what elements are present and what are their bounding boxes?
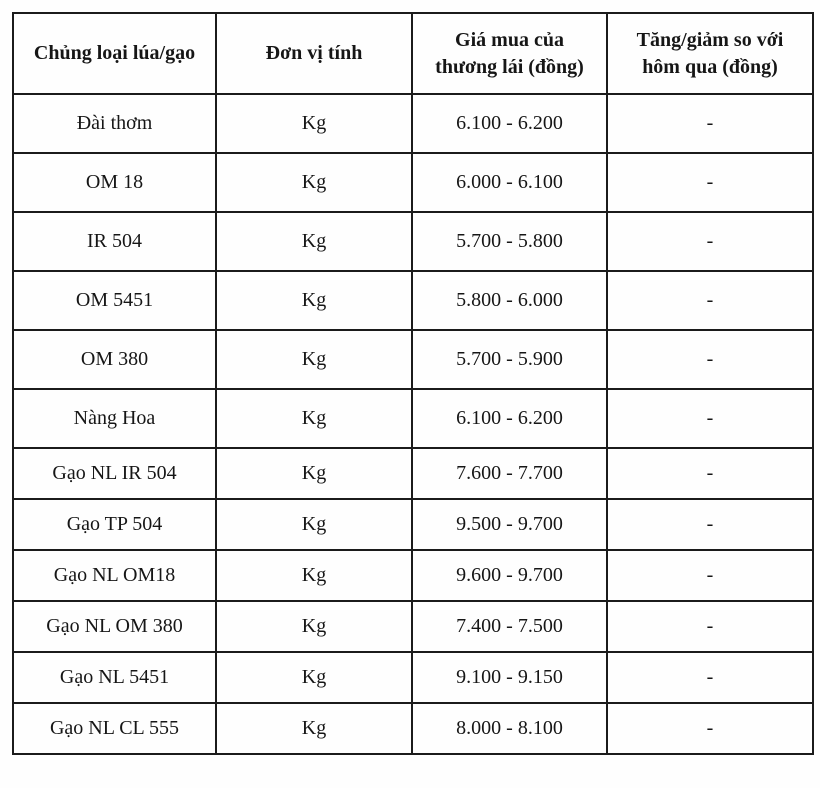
cell-unit: Kg [215, 211, 413, 272]
cell-price-change: - [606, 329, 814, 390]
cell-price-change: - [606, 388, 814, 449]
cell-rice-type: IR 504 [12, 211, 217, 272]
cell-unit: Kg [215, 388, 413, 449]
cell-rice-type: Nàng Hoa [12, 388, 217, 449]
header-row: Chủng loại lúa/gạo Đơn vị tính Giá mua c… [12, 12, 814, 95]
column-header-price: Giá mua của thương lái (đồng) [411, 12, 608, 95]
cell-price-change: - [606, 447, 814, 500]
table-body: Đài thơm Kg 6.100 - 6.200 - OM 18 Kg 6.0… [12, 93, 814, 755]
table-row: Nàng Hoa Kg 6.100 - 6.200 - [12, 388, 814, 449]
cell-rice-type: Gạo NL CL 555 [12, 702, 217, 755]
cell-price-range: 5.700 - 5.900 [411, 329, 608, 390]
column-header-change: Tăng/giảm so với hôm qua (đồng) [606, 12, 814, 95]
cell-unit: Kg [215, 270, 413, 331]
cell-rice-type: Đài thơm [12, 93, 217, 154]
cell-unit: Kg [215, 549, 413, 602]
cell-price-change: - [606, 270, 814, 331]
cell-price-range: 8.000 - 8.100 [411, 702, 608, 755]
cell-unit: Kg [215, 447, 413, 500]
cell-rice-type: OM 5451 [12, 270, 217, 331]
column-header-unit: Đơn vị tính [215, 12, 413, 95]
cell-price-change: - [606, 93, 814, 154]
cell-unit: Kg [215, 600, 413, 653]
cell-price-range: 6.100 - 6.200 [411, 388, 608, 449]
cell-rice-type: Gạo NL 5451 [12, 651, 217, 704]
table-row: Gạo NL OM 380 Kg 7.400 - 7.500 - [12, 600, 814, 653]
cell-unit: Kg [215, 152, 413, 213]
cell-price-change: - [606, 152, 814, 213]
cell-price-range: 6.100 - 6.200 [411, 93, 608, 154]
cell-price-range: 9.500 - 9.700 [411, 498, 608, 551]
cell-rice-type: Gạo NL OM18 [12, 549, 217, 602]
cell-unit: Kg [215, 498, 413, 551]
cell-price-range: 6.000 - 6.100 [411, 152, 608, 213]
table-row: Đài thơm Kg 6.100 - 6.200 - [12, 93, 814, 154]
cell-rice-type: OM 18 [12, 152, 217, 213]
cell-price-change: - [606, 600, 814, 653]
cell-unit: Kg [215, 93, 413, 154]
table-row: OM 18 Kg 6.000 - 6.100 - [12, 152, 814, 213]
cell-price-range: 5.800 - 6.000 [411, 270, 608, 331]
table-row: IR 504 Kg 5.700 - 5.800 - [12, 211, 814, 272]
column-header-type: Chủng loại lúa/gạo [12, 12, 217, 95]
cell-price-range: 7.400 - 7.500 [411, 600, 608, 653]
table-row: Gạo NL 5451 Kg 9.100 - 9.150 - [12, 651, 814, 704]
cell-price-change: - [606, 702, 814, 755]
cell-unit: Kg [215, 702, 413, 755]
cell-price-range: 7.600 - 7.700 [411, 447, 608, 500]
cell-rice-type: Gạo NL IR 504 [12, 447, 217, 500]
cell-price-range: 5.700 - 5.800 [411, 211, 608, 272]
cell-price-change: - [606, 651, 814, 704]
table-row: OM 5451 Kg 5.800 - 6.000 - [12, 270, 814, 331]
cell-rice-type: Gạo NL OM 380 [12, 600, 217, 653]
table-row: Gạo TP 504 Kg 9.500 - 9.700 - [12, 498, 814, 551]
cell-price-range: 9.600 - 9.700 [411, 549, 608, 602]
table-row: Gạo NL CL 555 Kg 8.000 - 8.100 - [12, 702, 814, 755]
cell-price-change: - [606, 549, 814, 602]
cell-rice-type: Gạo TP 504 [12, 498, 217, 551]
rice-price-table: Chủng loại lúa/gạo Đơn vị tính Giá mua c… [12, 12, 814, 755]
table-row: Gạo NL IR 504 Kg 7.600 - 7.700 - [12, 447, 814, 500]
cell-unit: Kg [215, 329, 413, 390]
cell-price-change: - [606, 498, 814, 551]
table-row: OM 380 Kg 5.700 - 5.900 - [12, 329, 814, 390]
cell-unit: Kg [215, 651, 413, 704]
cell-rice-type: OM 380 [12, 329, 217, 390]
table-header: Chủng loại lúa/gạo Đơn vị tính Giá mua c… [12, 12, 814, 95]
cell-price-change: - [606, 211, 814, 272]
cell-price-range: 9.100 - 9.150 [411, 651, 608, 704]
table-row: Gạo NL OM18 Kg 9.600 - 9.700 - [12, 549, 814, 602]
